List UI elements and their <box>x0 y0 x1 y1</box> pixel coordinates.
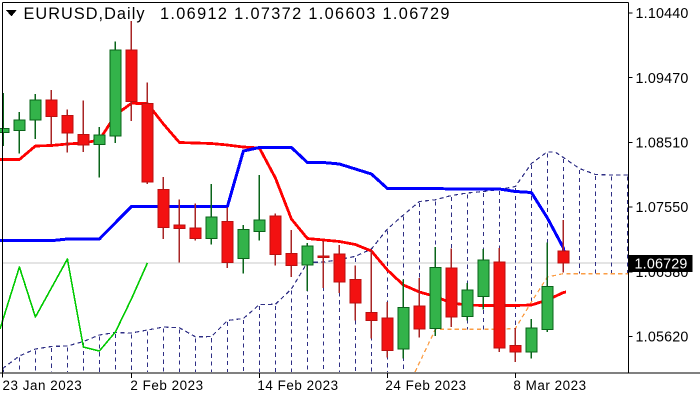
svg-text:1.06912 1.07372 1.06603 1.0672: 1.06912 1.07372 1.06603 1.06729 <box>160 5 451 23</box>
svg-text:1.08510: 1.08510 <box>636 135 689 151</box>
svg-text:1.09470: 1.09470 <box>636 71 689 87</box>
svg-text:1.10440: 1.10440 <box>636 6 689 22</box>
svg-text:24 Feb 2023: 24 Feb 2023 <box>385 378 466 393</box>
svg-text:14 Feb 2023: 14 Feb 2023 <box>257 378 338 393</box>
svg-text:1.07550: 1.07550 <box>636 200 689 216</box>
svg-text:EURUSD,Daily: EURUSD,Daily <box>24 5 146 23</box>
svg-text:2 Feb 2023: 2 Feb 2023 <box>130 378 203 393</box>
svg-text:8 Mar 2023: 8 Mar 2023 <box>513 378 586 393</box>
svg-text:1.06729: 1.06729 <box>635 256 688 272</box>
svg-text:23 Jan 2023: 23 Jan 2023 <box>3 378 83 393</box>
svg-text:1.05620: 1.05620 <box>636 330 689 346</box>
